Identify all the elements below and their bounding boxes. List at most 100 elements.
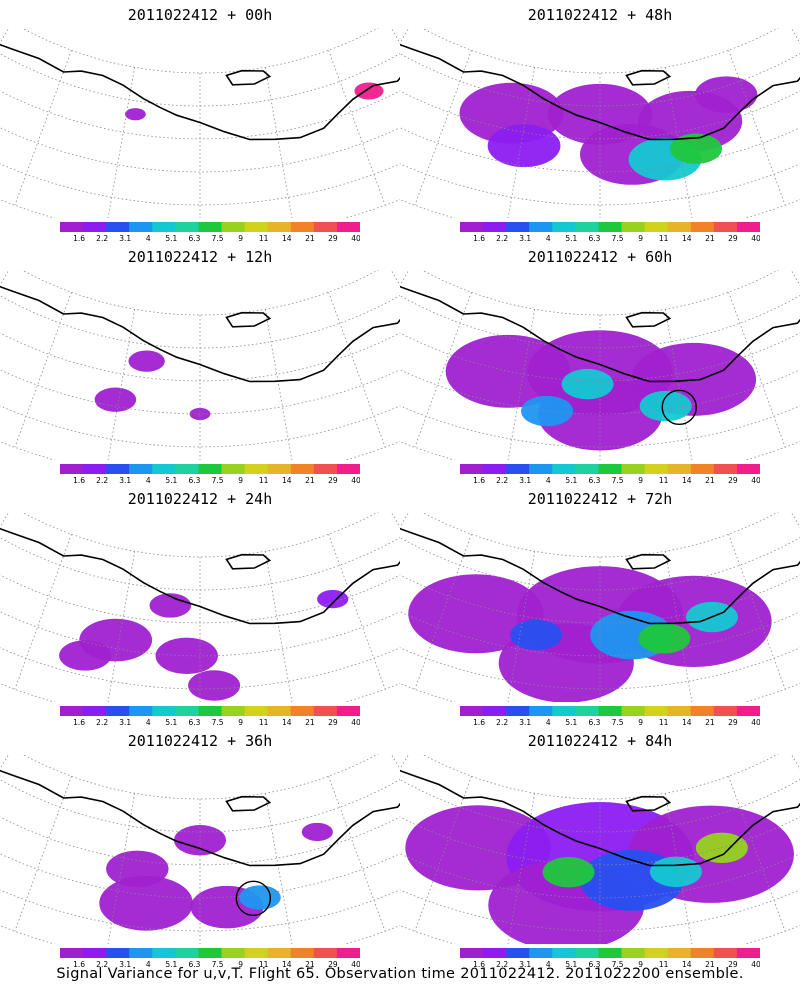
variance-blob	[649, 856, 702, 888]
colorbar-tick-label: 14	[682, 476, 692, 484]
colorbar-tick-label: 3.1	[519, 234, 531, 242]
variance-blob	[510, 619, 563, 651]
panel-00h: 2011022412 + 00h 1.6 2.2 3.1 4 5.1 6.3 7.5 9 11 1…	[0, 0, 400, 242]
colorbar-swatch	[736, 464, 760, 474]
variance-blob	[301, 822, 333, 842]
colorbar-tick-label: 21	[705, 234, 715, 242]
colorbar-swatch	[483, 222, 507, 232]
colorbar-tick-label: 40	[751, 476, 760, 484]
colorbar-tick-label: 29	[728, 718, 738, 726]
colorbar-tick-label: 5.1	[565, 476, 577, 484]
colorbar-tick-label: 4	[546, 718, 551, 726]
colorbar-tick-label: 3.1	[119, 960, 131, 968]
colorbar-tick-label: 3.1	[519, 476, 531, 484]
map-plot	[400, 270, 800, 460]
panel-72h: 2011022412 + 72h 1.6 2.2 3.1 4 5.1 6.3 7.5 9 11 1…	[400, 484, 800, 726]
colorbar-swatch	[175, 706, 199, 716]
colorbar-swatch	[713, 706, 738, 716]
map-plot	[0, 754, 400, 944]
colorbar-swatch	[60, 464, 84, 474]
colorbar-tick-label: 9	[638, 960, 643, 968]
colorbar-tick-label: 5.1	[565, 234, 577, 242]
colorbar: 1.6 2.2 3.1 4 5.1 6.3 7.5 9 11 14 21 29 40	[460, 222, 760, 242]
colorbar-tick-label: 7.5	[212, 960, 224, 968]
colorbar-swatch	[244, 706, 269, 716]
colorbar-tick-label: 2.2	[496, 476, 508, 484]
colorbar-tick-label: 14	[282, 718, 292, 726]
colorbar-swatch	[313, 948, 338, 958]
colorbar-swatch	[152, 948, 176, 958]
colorbar-swatch	[529, 222, 553, 232]
colorbar-swatch	[60, 222, 84, 232]
colorbar-swatch	[644, 948, 669, 958]
colorbar-tick-label: 1.6	[73, 234, 85, 242]
colorbar-swatch	[506, 222, 530, 232]
variance-blob	[542, 856, 595, 888]
colorbar-swatch	[552, 948, 576, 958]
colorbar: 1.6 2.2 3.1 4 5.1 6.3 7.5 9 11 14 21 29 40	[60, 464, 360, 484]
colorbar-swatch	[221, 222, 246, 232]
variance-blob	[638, 623, 691, 654]
variance-blob	[239, 885, 281, 910]
colorbar-tick-label: 2.2	[96, 476, 108, 484]
colorbar: 1.6 2.2 3.1 4 5.1 6.3 7.5 9 11 14 21 29 40	[460, 464, 760, 484]
colorbar-tick-label: 21	[305, 234, 315, 242]
colorbar: 1.6 2.2 3.1 4 5.1 6.3 7.5 9 11 14 21 29 40	[460, 948, 760, 968]
coastline	[0, 43, 400, 141]
variance-blob	[694, 76, 758, 113]
colorbar-swatch	[483, 706, 507, 716]
colorbar-swatch	[460, 948, 484, 958]
panel-title: 2011022412 + 48h	[527, 6, 673, 24]
colorbar-swatch	[736, 222, 760, 232]
colorbar-swatch	[621, 464, 646, 474]
colorbar-tick-label: 6.3	[588, 476, 600, 484]
colorbar-swatch	[598, 222, 622, 232]
colorbar-tick-label: 1.6	[73, 960, 85, 968]
colorbar-swatch	[598, 948, 622, 958]
colorbar-swatch	[460, 222, 484, 232]
panel-84h: 2011022412 + 84h 1.6 2.2 3.1 4 5.1 6.3 7.5 9 11 1…	[400, 726, 800, 968]
colorbar-swatch	[575, 222, 599, 232]
colorbar-swatch	[175, 222, 199, 232]
colorbar-tick-label: 29	[728, 476, 738, 484]
colorbar-swatch	[83, 464, 107, 474]
map-plot	[400, 512, 800, 702]
variance-blob	[106, 850, 169, 888]
colorbar-tick-label: 11	[659, 960, 669, 968]
colorbar-swatch	[483, 948, 507, 958]
graticule	[400, 270, 800, 460]
variance-blob	[99, 875, 193, 931]
colorbar-swatch	[575, 948, 599, 958]
colorbar-tick-label: 1.6	[73, 476, 85, 484]
observation-circle	[235, 880, 272, 917]
panel-24h: 2011022412 + 24h 1.6 2.2 3.1 4 5.1 6.3 7.5 9 11 1…	[0, 484, 400, 726]
colorbar-swatch	[598, 706, 622, 716]
variance-blob	[537, 377, 663, 451]
colorbar-swatch	[106, 222, 130, 232]
colorbar-tick-label: 14	[282, 234, 292, 242]
colorbar-swatch	[667, 222, 692, 232]
colorbar-swatch	[313, 706, 338, 716]
colorbar-tick-label: 9	[638, 234, 643, 242]
colorbar-swatch	[83, 222, 107, 232]
colorbar-tick-label: 5.1	[165, 234, 177, 242]
colorbar-tick-label: 11	[259, 718, 269, 726]
colorbar-tick-label: 9	[238, 718, 243, 726]
colorbar-swatch	[267, 222, 292, 232]
colorbar-tick-label: 3.1	[119, 718, 131, 726]
colorbar-swatch	[736, 948, 760, 958]
colorbar-swatch	[244, 464, 269, 474]
graticule	[0, 270, 400, 460]
colorbar-swatch	[644, 706, 669, 716]
colorbar-tick-label: 29	[728, 960, 738, 968]
colorbar-tick-label: 14	[682, 960, 692, 968]
variance-blob	[59, 640, 112, 671]
colorbar-swatch	[313, 222, 338, 232]
colorbar-tick-label: 4	[146, 234, 151, 242]
colorbar-tick-label: 6.3	[588, 960, 600, 968]
colorbar-swatch	[529, 464, 553, 474]
colorbar-swatch	[221, 706, 246, 716]
variance-field	[459, 76, 758, 185]
colorbar-tick-label: 6.3	[588, 234, 600, 242]
variance-blob	[639, 390, 692, 422]
